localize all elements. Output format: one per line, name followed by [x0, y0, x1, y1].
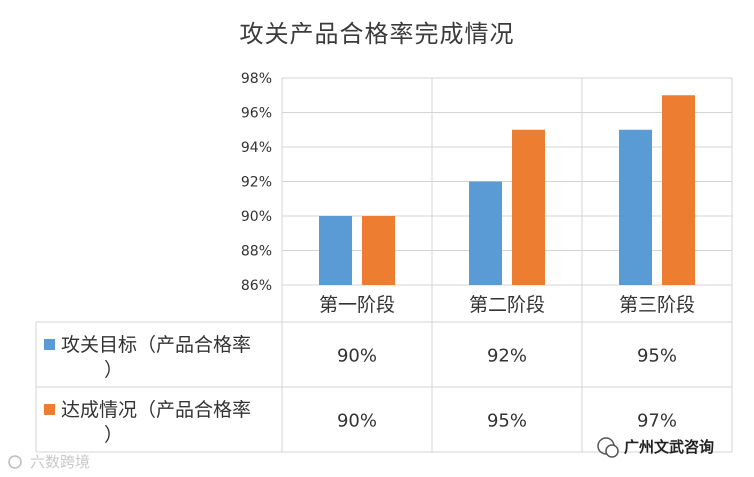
- y-axis-ticks: 86% 88% 90% 92% 94% 96% 98%: [241, 71, 272, 294]
- watermarks: 六数跨境 广州文武咨询: [8, 437, 714, 471]
- y-tick-label: 88%: [241, 244, 272, 260]
- legend-label-line: 攻关目标（产品合格率: [61, 334, 251, 356]
- chart-title: 攻关产品合格率完成情况: [239, 20, 515, 48]
- y-tick-label: 92%: [241, 175, 272, 191]
- y-tick-label: 96%: [241, 106, 272, 122]
- legend-key: [44, 404, 55, 415]
- bar: [662, 95, 695, 285]
- legend-key: [44, 339, 55, 350]
- bar: [619, 129, 652, 285]
- watermark-right: 广州文武咨询: [624, 438, 714, 456]
- y-tick-label: 94%: [241, 140, 272, 156]
- category-label: 第二阶段: [469, 294, 545, 316]
- grid-lines: [35, 77, 733, 453]
- legend-label-line: 达成情况（产品合格率: [61, 399, 251, 421]
- watermark-left: 六数跨境: [30, 453, 90, 471]
- y-tick-label: 86%: [241, 278, 272, 294]
- category-label: 第一阶段: [319, 294, 395, 316]
- value-cell: 97%: [637, 411, 677, 432]
- legend-label-line: ）: [104, 424, 123, 446]
- bar: [512, 129, 545, 285]
- legend-label: 达成情况（产品合格率 ）: [61, 399, 251, 446]
- wechat-icon-bubble: [605, 444, 619, 458]
- value-cell: 90%: [337, 346, 377, 367]
- value-cell: 95%: [487, 411, 527, 432]
- bar: [362, 216, 395, 285]
- value-cell: 95%: [637, 346, 677, 367]
- legend-label-line: ）: [104, 359, 123, 381]
- y-tick-label: 90%: [241, 209, 272, 225]
- value-cell: 90%: [337, 411, 377, 432]
- bar: [319, 216, 352, 285]
- bar: [469, 181, 502, 285]
- watermark-logo-icon: [8, 455, 22, 469]
- bars: [319, 95, 695, 285]
- value-cell: 92%: [487, 346, 527, 367]
- y-tick-label: 98%: [241, 71, 272, 87]
- legend-label: 攻关目标（产品合格率 ）: [61, 334, 251, 381]
- category-label: 第三阶段: [619, 294, 695, 316]
